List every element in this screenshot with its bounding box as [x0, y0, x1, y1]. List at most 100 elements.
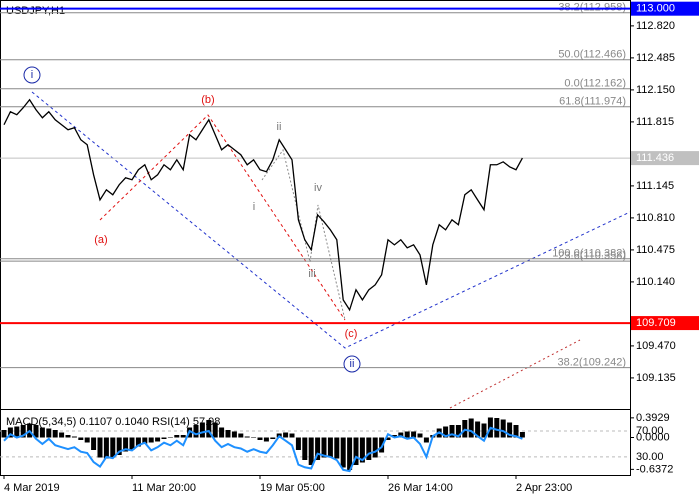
macd-bar	[385, 437, 391, 440]
y2-tick-label: 70.00	[636, 425, 664, 437]
level-label: 100.0(110.382)	[552, 248, 626, 260]
y-tick-label: 112.150	[636, 84, 675, 96]
macd-bar	[174, 435, 180, 438]
macd-bar	[449, 425, 455, 438]
y-tick-label: 109.470	[636, 340, 676, 352]
macd-bar	[212, 422, 218, 438]
level-label: 50.0(112.466)	[558, 49, 626, 61]
y-tick-label: 112.485	[636, 52, 675, 64]
macd-bar	[238, 433, 244, 438]
macd-bar	[193, 425, 199, 438]
macd-bar	[103, 437, 109, 459]
macd-bar	[161, 437, 167, 439]
macd-bar	[513, 425, 519, 438]
chart-title: USDJPY,H1	[6, 5, 65, 17]
x-tick-label: 2 Apr 23:00	[516, 482, 572, 494]
macd-bar	[270, 437, 276, 439]
macd-bar	[481, 423, 487, 438]
wave-line	[31, 91, 631, 349]
wave-line	[99, 114, 346, 321]
wave-circle	[23, 66, 41, 84]
macd-bar	[231, 431, 237, 438]
x-tick-label: 26 Mar 14:00	[388, 482, 453, 494]
y-tick-label: 0.0000	[636, 431, 670, 443]
price-label-box	[631, 1, 699, 16]
x-tick-label: 19 Mar 05:00	[260, 482, 325, 494]
plot-frame	[0, 0, 631, 476]
macd-bar	[78, 437, 84, 440]
macd-bar	[411, 431, 417, 438]
macd-bar	[91, 437, 97, 450]
macd-bar	[46, 428, 52, 438]
macd-bar	[206, 420, 212, 438]
wave-label: iii	[308, 268, 315, 280]
price-label-box	[631, 151, 699, 166]
price-line-series	[3, 98, 523, 312]
macd-bar	[14, 426, 20, 438]
macd-bar	[59, 432, 65, 438]
macd-bar	[289, 433, 295, 438]
macd-bar	[65, 435, 71, 438]
y2-tick-label: 30.00	[636, 451, 664, 463]
macd-bar	[334, 437, 340, 459]
macd-bar	[219, 427, 225, 438]
macd-bar	[475, 421, 481, 438]
level-label: 23.6(110.358)	[558, 250, 626, 262]
macd-bar	[7, 427, 13, 438]
macd-bar	[500, 419, 506, 438]
macd-bar	[468, 418, 474, 438]
macd-bar	[148, 437, 154, 443]
macd-bar	[353, 437, 359, 465]
y-tick-label: 111.815	[636, 116, 674, 128]
wave-label: ii	[350, 358, 355, 370]
macd-bar	[494, 418, 500, 438]
macd-bar	[359, 437, 365, 463]
macd-bar	[135, 437, 141, 447]
y-tick-label: -0.6372	[636, 463, 673, 475]
rsi-line	[3, 426, 523, 473]
macd-bar	[417, 433, 423, 438]
wave-label: i	[31, 69, 33, 81]
level-label: 38.2(112.958)	[558, 2, 626, 14]
macd-bar	[116, 437, 122, 455]
macd-bar	[366, 437, 372, 460]
macd-bar	[129, 437, 135, 450]
macd-bar	[340, 437, 346, 468]
macd-bar	[199, 422, 205, 438]
macd-bar	[39, 427, 45, 438]
macd-bar	[257, 437, 263, 440]
macd-bar	[391, 435, 397, 438]
x-tick-label: 11 Mar 20:00	[132, 482, 196, 494]
level-label: 38.2(109.242)	[558, 357, 627, 369]
macd-bar	[283, 432, 289, 438]
macd-bar	[225, 430, 231, 438]
macd-bar	[302, 437, 308, 460]
wave-label: (c)	[345, 328, 358, 340]
macd-bar	[180, 435, 186, 438]
macd-bar	[71, 436, 77, 438]
macd-bar	[110, 437, 116, 458]
x-tick-label: 4 Mar 2019	[4, 482, 60, 494]
price-label-box	[631, 316, 699, 331]
macd-bar	[315, 437, 321, 460]
macd-bar	[404, 431, 410, 438]
macd-bar	[167, 437, 173, 438]
level-label: 0.0(112.162)	[564, 78, 626, 90]
macd-bar	[507, 422, 513, 438]
wave-label: i	[253, 201, 255, 213]
macd-bar	[84, 437, 90, 443]
macd-bar	[455, 425, 461, 438]
y-tick-label: 110.140	[636, 276, 675, 288]
y-tick-label: 109.135	[636, 372, 676, 384]
wave-circle	[343, 355, 361, 373]
macd-bar	[423, 437, 429, 443]
price-label: 113.000	[636, 3, 675, 15]
macd-bar	[443, 426, 449, 438]
wave-label: iv	[314, 182, 322, 194]
y-tick-label: 110.475	[636, 244, 675, 256]
y-tick-label: 110.810	[636, 212, 675, 224]
macd-bar	[123, 437, 129, 452]
price-label: 109.709	[636, 317, 676, 329]
macd-bar	[327, 437, 333, 458]
y-tick-label: 111.145	[636, 180, 674, 192]
